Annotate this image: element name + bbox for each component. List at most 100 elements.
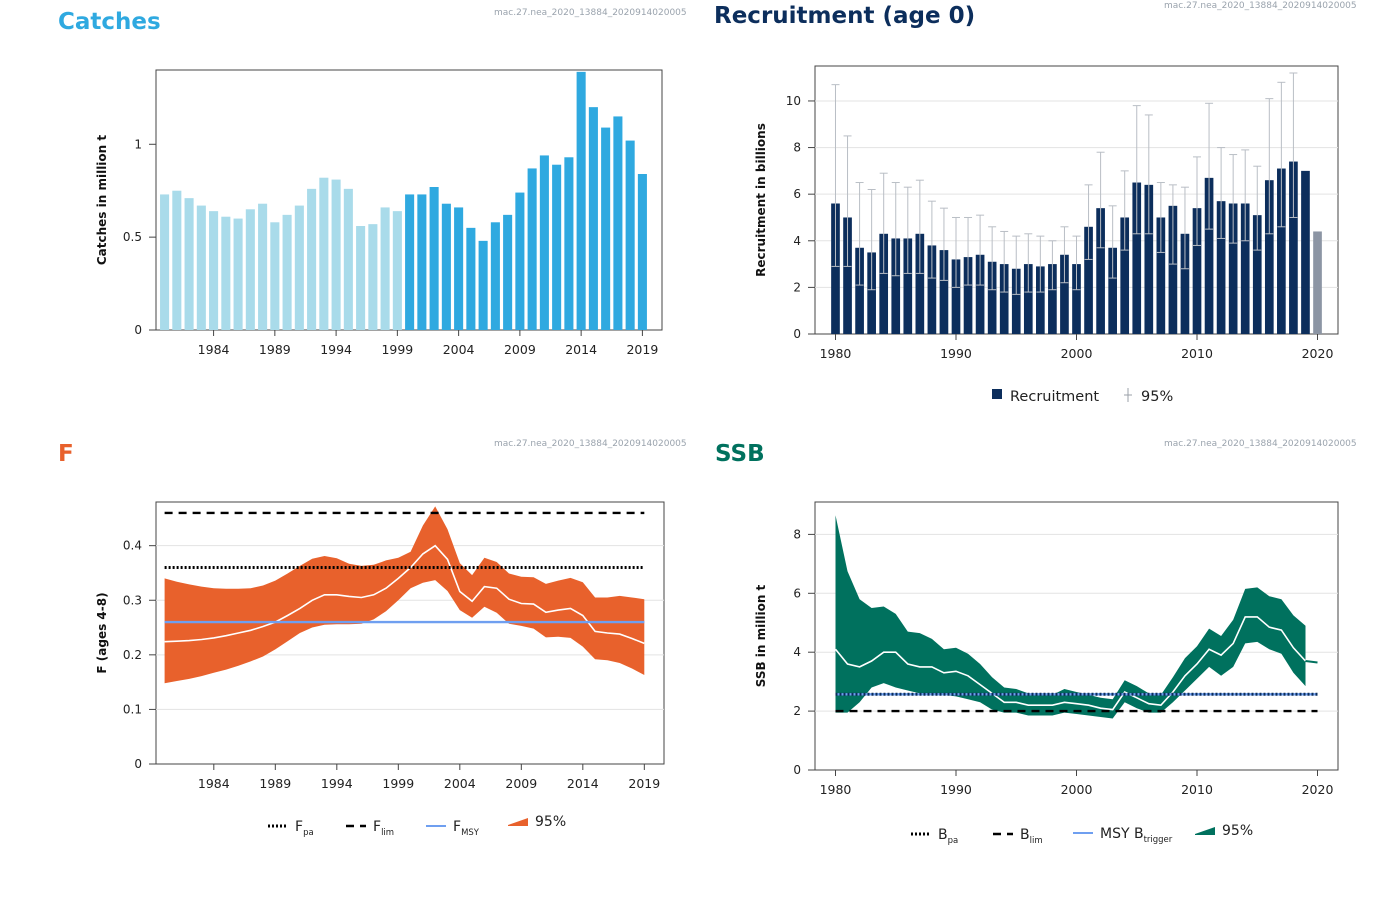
recruitment-bar bbox=[915, 233, 925, 334]
f-legend: Fpa Flim FMSY 95% bbox=[268, 814, 566, 838]
catches-bars bbox=[160, 71, 647, 331]
catches-bar bbox=[625, 140, 635, 330]
recruitment-bar bbox=[1144, 184, 1154, 334]
catches-ytick-label: 0.5 bbox=[123, 230, 142, 244]
catches-bar bbox=[392, 211, 402, 330]
ssb-legend-band-icon bbox=[1195, 827, 1215, 835]
recruitment-bar bbox=[1240, 203, 1250, 334]
recruitment-legend-label: Recruitment bbox=[1010, 389, 1099, 405]
catches-bar bbox=[490, 222, 500, 330]
catches-bar bbox=[319, 177, 329, 330]
recruitment-bar bbox=[1252, 215, 1262, 334]
recruitment-bar bbox=[1156, 217, 1166, 334]
recruitment-bar bbox=[1192, 208, 1202, 334]
ssb-projection-line bbox=[1305, 660, 1318, 664]
recruitment-bar bbox=[1084, 226, 1093, 334]
f-ytick-label: 0.4 bbox=[123, 539, 142, 553]
recruitment-xtick-label: 2020 bbox=[1302, 346, 1334, 361]
recruitment-chart-id: mac.27.nea_2020_13884_2020914020005 bbox=[1164, 1, 1357, 11]
catches-bar bbox=[601, 127, 611, 330]
catches-bar bbox=[539, 155, 549, 330]
catches-bar bbox=[209, 211, 219, 330]
recruitment-legend: Recruitment 95% bbox=[992, 388, 1173, 405]
catches-bar bbox=[637, 174, 647, 330]
recruitment-bar bbox=[1036, 266, 1045, 334]
recruitment-xtick-label: 2010 bbox=[1181, 346, 1213, 361]
f-series bbox=[164, 506, 645, 684]
ssb-estimate-line bbox=[834, 616, 1307, 711]
f-ylabel: F (ages 4-8) bbox=[95, 592, 109, 673]
catches-ytick-label: 1 bbox=[134, 137, 142, 151]
recruitment-bar bbox=[999, 264, 1009, 334]
recruitment-bar bbox=[1132, 182, 1142, 334]
recruitment-legend-ci-label: 95% bbox=[1141, 389, 1173, 405]
catches-bar bbox=[343, 188, 353, 330]
f-chart-id: mac.27.nea_2020_13884_2020914020005 bbox=[494, 439, 687, 449]
recruitment-axes: 0 2 4 6 8 10 1980 1990 2000 2010 2020 Recruitment i… bbox=[754, 65, 1339, 361]
recruitment-ytick-label: 0 bbox=[793, 327, 801, 341]
recruitment-ytick-label: 8 bbox=[793, 141, 801, 155]
recruitment-ylabel: Recruitment in billions bbox=[754, 123, 768, 277]
recruitment-bar bbox=[903, 238, 913, 334]
catches-bar bbox=[368, 224, 378, 330]
catches-bar bbox=[564, 157, 574, 330]
recruitment-bar bbox=[867, 252, 876, 334]
ssb-xtick-label: 1980 bbox=[820, 782, 852, 797]
recruitment-bars bbox=[831, 161, 1322, 334]
recruitment-bar bbox=[1023, 264, 1033, 334]
catches-bar bbox=[221, 216, 231, 330]
catches-bar bbox=[454, 207, 464, 330]
catches-xtick-label: 2009 bbox=[504, 342, 536, 357]
recruitment-bar bbox=[1264, 180, 1274, 334]
recruitment-legend-swatch bbox=[992, 389, 1002, 399]
ssb-ytick-label: 0 bbox=[793, 763, 801, 777]
f-ytick-label: 0.3 bbox=[123, 593, 142, 607]
recruitment-bar bbox=[963, 257, 973, 334]
recruitment-ytick-label: 6 bbox=[793, 187, 801, 201]
catches-bar bbox=[270, 222, 280, 330]
ssb-ytick-label: 2 bbox=[793, 704, 801, 718]
recruitment-bar bbox=[1072, 264, 1081, 334]
recruitment-bar bbox=[951, 259, 961, 334]
f-ci-band bbox=[164, 506, 645, 684]
catches-bar bbox=[429, 187, 439, 330]
recruitment-bar bbox=[987, 261, 997, 334]
ssb-xtick-label: 2010 bbox=[1181, 782, 1213, 797]
ssb-legend-label: 95% bbox=[1222, 823, 1253, 839]
f-legend-label: Flim bbox=[373, 819, 394, 838]
catches-bar bbox=[233, 218, 243, 330]
recruitment-bar bbox=[975, 254, 985, 334]
recruitment-bar bbox=[1060, 254, 1069, 334]
f-ytick-label: 0 bbox=[134, 757, 142, 771]
ssb-legend-label: Blim bbox=[1020, 827, 1043, 846]
catches-bar bbox=[515, 192, 525, 330]
recruitment-ytick-label: 2 bbox=[793, 280, 801, 294]
catches-bar bbox=[576, 71, 586, 330]
recruitment-bar bbox=[1216, 201, 1226, 334]
recruitment-bar bbox=[891, 238, 901, 334]
catches-bar bbox=[196, 205, 206, 330]
f-legend-label: Fpa bbox=[295, 819, 314, 838]
f-estimate-line bbox=[164, 544, 645, 645]
catches-xtick-label: 1984 bbox=[198, 342, 230, 357]
ssb-xtick-label: 2020 bbox=[1302, 782, 1334, 797]
ssb-ytick-label: 8 bbox=[793, 527, 801, 541]
recruitment-title: Recruitment (age 0) bbox=[714, 3, 976, 29]
catches-bar bbox=[172, 190, 182, 330]
catches-bar bbox=[258, 203, 268, 330]
catches-bar bbox=[503, 214, 513, 330]
ssb-ytick-label: 4 bbox=[793, 645, 801, 659]
recruitment-bar bbox=[927, 245, 937, 334]
recruitment-bar bbox=[1120, 217, 1130, 334]
catches-bar bbox=[527, 168, 537, 330]
recruitment-ytick-label: 4 bbox=[793, 234, 801, 248]
f-legend-label: 95% bbox=[535, 814, 566, 830]
recruitment-bar bbox=[1096, 208, 1105, 334]
f-ytick-label: 0.2 bbox=[123, 648, 142, 662]
catches-title: Catches bbox=[58, 9, 161, 35]
catches-bar bbox=[184, 198, 194, 330]
ssb-chart-id: mac.27.nea_2020_13884_2020914020005 bbox=[1164, 439, 1357, 449]
recruitment-bar bbox=[939, 250, 949, 334]
f-xtick-label: 2009 bbox=[505, 776, 537, 791]
catches-xtick-label: 1989 bbox=[259, 342, 291, 357]
